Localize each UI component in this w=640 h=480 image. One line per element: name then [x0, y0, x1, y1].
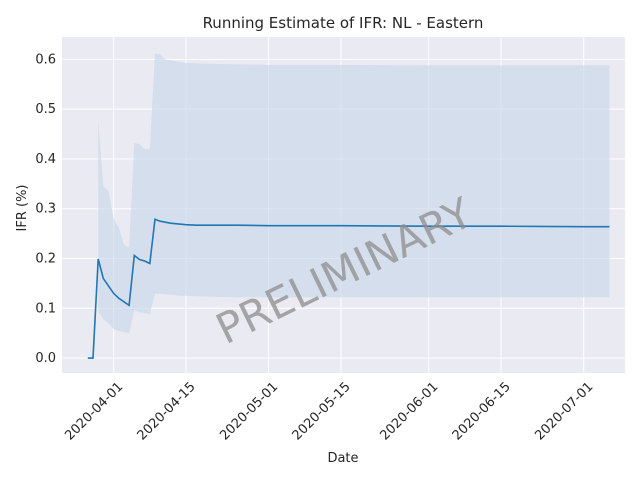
chart-title: Running Estimate of IFR: NL - Eastern: [203, 14, 484, 32]
x-tick-label: 2020-04-15: [135, 379, 199, 443]
x-tick-label: 2020-07-01: [532, 379, 596, 443]
x-axis-label: Date: [327, 451, 358, 466]
y-tick-label: 0.6: [35, 52, 56, 67]
x-tick-label: 2020-04-01: [62, 379, 126, 443]
y-tick-label: 0.0: [35, 351, 56, 366]
y-tick-label: 0.3: [35, 202, 56, 217]
confidence-band: [98, 53, 610, 334]
y-tick-label: 0.2: [35, 252, 56, 267]
y-tick-label: 0.1: [35, 301, 56, 316]
series-line: [87, 218, 610, 359]
y-tick-label: 0.4: [35, 152, 56, 167]
x-tick-label: 2020-06-15: [450, 379, 514, 443]
x-tick-label: 2020-06-01: [377, 379, 441, 443]
y-axis-label: IFR (%): [15, 185, 30, 232]
y-tick-label: 0.5: [35, 102, 56, 117]
x-tick-label: 2020-05-01: [217, 379, 281, 443]
x-tick-label: 2020-05-15: [290, 379, 354, 443]
